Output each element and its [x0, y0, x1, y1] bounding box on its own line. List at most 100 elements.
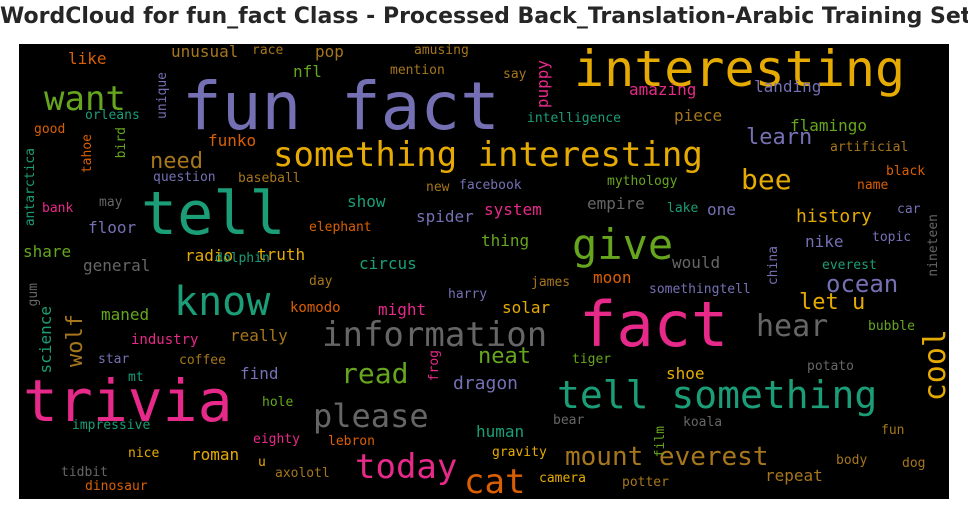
chart-title: WordCloud for fun_fact Class - Processed… [0, 4, 968, 29]
word-piece: piece [674, 106, 723, 125]
word-cool: cool [918, 329, 949, 402]
word-day: day [309, 274, 333, 289]
word-system: system [484, 200, 542, 219]
word-puppy: puppy [533, 60, 552, 109]
word-share: share [23, 242, 72, 261]
word-empire: empire [587, 194, 645, 213]
word-nfl: nfl [293, 62, 322, 81]
word-truth: truth [257, 245, 306, 264]
word-potato: potato [807, 359, 854, 374]
word-hole: hole [262, 395, 294, 410]
word-ocean: ocean [826, 270, 899, 298]
word-read: read [341, 357, 409, 390]
word-u: u [258, 455, 266, 470]
word-shoe: shoe [666, 364, 705, 383]
word-human: human [476, 422, 525, 441]
word-impressive: impressive [72, 418, 151, 433]
word-moon: moon [593, 268, 632, 287]
word-want: want [44, 79, 126, 119]
word-history: history [796, 206, 872, 227]
word-frog: frog [427, 350, 442, 382]
word-dragon: dragon [453, 373, 519, 394]
word-give: give [572, 220, 674, 269]
word-axolotl: axolotl [275, 466, 330, 481]
word-mythology: mythology [607, 174, 678, 189]
word-information: information [322, 315, 548, 355]
word-show: show [347, 192, 386, 211]
word-general: general [83, 256, 151, 275]
word-black: black [886, 164, 926, 179]
word-let-u: let u [799, 290, 866, 315]
word-harry: harry [448, 287, 488, 302]
word-new: new [426, 180, 450, 195]
word-say: say [503, 67, 527, 82]
word-radio: radio [185, 246, 234, 265]
word-one: one [707, 200, 736, 219]
word-would: would [672, 253, 721, 272]
word-potter: potter [622, 475, 669, 490]
word-trivia: trivia [23, 367, 233, 435]
word-name: name [857, 178, 889, 193]
word-gravity: gravity [492, 445, 547, 460]
word-topic: topic [872, 230, 912, 245]
word-learn: learn [746, 125, 813, 150]
word-artificial: artificial [830, 140, 909, 155]
word-bank: bank [42, 201, 74, 216]
word-lebron: lebron [328, 434, 375, 449]
word-roman: roman [191, 445, 240, 464]
word-circus: circus [359, 254, 417, 273]
word-really: really [230, 326, 288, 345]
word-hear: hear [756, 309, 829, 344]
word-might: might [378, 300, 427, 319]
word-something-interesting: something interesting [273, 135, 703, 175]
word-spider: spider [416, 207, 474, 226]
word-intelligence: intelligence [527, 111, 621, 126]
word-elephant: elephant [309, 220, 372, 235]
word-orleans: orleans [85, 108, 140, 123]
word-may: may [99, 195, 123, 210]
word-wolf: wolf [63, 314, 88, 367]
word-bee: bee [741, 163, 792, 196]
word-tahoe: tahoe [80, 134, 95, 174]
word-amusing: amusing [414, 44, 469, 58]
word-maned: maned [101, 305, 150, 324]
word-know: know [174, 279, 271, 325]
word-koala: koala [683, 415, 723, 430]
word-tiger: tiger [572, 352, 612, 367]
word-mount-everest: mount everest [565, 442, 769, 472]
word-fact: fact [579, 288, 729, 361]
word-lake: lake [667, 201, 699, 216]
word-flamingo: flamingo [790, 116, 868, 135]
word-repeat: repeat [765, 466, 823, 485]
word-nike: nike [805, 232, 844, 251]
word-thing: thing [481, 231, 530, 250]
word-nice: nice [128, 446, 160, 461]
word-unique: unique [155, 72, 170, 119]
word-find: find [240, 364, 279, 383]
word-question: question [153, 170, 216, 185]
word-eighty: eighty [253, 432, 300, 447]
word-fun: fun [881, 423, 905, 438]
word-interesting: interesting [574, 44, 906, 98]
word-gum: gum [26, 283, 41, 307]
word-tell: tell [141, 179, 286, 249]
word-bear: bear [553, 413, 585, 428]
word-film: film [653, 426, 668, 458]
word-baseball: baseball [238, 171, 301, 186]
word-please: please [313, 397, 429, 435]
word-coffee: coffee [179, 353, 226, 368]
word-pop: pop [315, 44, 344, 61]
word-bird: bird [114, 127, 129, 159]
word-landing: landing [754, 77, 822, 96]
word-komodo: komodo [290, 300, 341, 316]
word-need: need [150, 149, 203, 174]
word-bubble: bubble [868, 319, 915, 334]
word-china: china [766, 246, 781, 286]
word-science: science [36, 306, 55, 374]
word-body: body [836, 453, 868, 468]
word-mention: mention [390, 63, 445, 78]
word-car: car [897, 202, 921, 217]
word-james: james [531, 275, 571, 290]
word-tell-something: tell something [557, 373, 878, 417]
word-somethingtell: somethingtell [649, 282, 751, 297]
